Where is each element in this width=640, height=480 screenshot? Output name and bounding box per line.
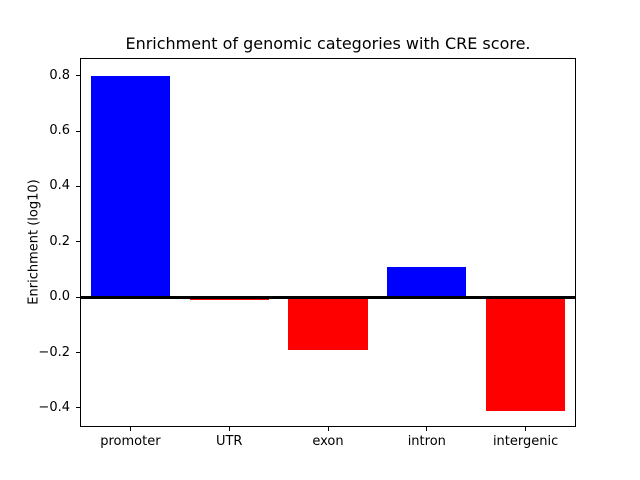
chart-title: Enrichment of genomic categories with CR… — [125, 34, 531, 53]
x-tick-label-UTR: UTR — [215, 434, 243, 449]
y-tick-mark — [76, 296, 80, 298]
zero-line — [81, 295, 575, 299]
y-tick-label: 0.4 — [49, 178, 70, 194]
bar-intron — [387, 266, 467, 298]
x-tick-mark — [525, 427, 527, 431]
y-tick-mark — [76, 352, 80, 354]
x-tick-label-exon: exon — [312, 434, 344, 449]
x-tick-label-intergenic: intergenic — [492, 434, 559, 449]
y-tick-mark — [76, 185, 80, 187]
plot-area — [80, 58, 576, 427]
bar-intergenic — [486, 297, 566, 411]
y-tick-label: 0.0 — [49, 289, 70, 305]
y-tick-mark — [76, 130, 80, 132]
y-tick-mark — [76, 241, 80, 243]
x-tick-label-intron: intron — [407, 434, 446, 449]
y-tick-mark — [76, 75, 80, 77]
x-tick-mark — [228, 427, 230, 431]
x-tick-label-promoter: promoter — [100, 434, 161, 449]
y-tick-label: 0.8 — [49, 67, 70, 83]
x-tick-mark — [327, 427, 329, 431]
x-tick-mark — [129, 427, 131, 431]
y-tick-label: 0.6 — [49, 123, 70, 138]
x-tick-mark — [426, 427, 428, 431]
y-tick-label: −0.2 — [38, 344, 70, 360]
y-tick-mark — [76, 407, 80, 409]
y-axis-label: Enrichment (log10) — [26, 179, 42, 305]
bar-exon — [288, 297, 368, 350]
y-tick-label: −0.4 — [38, 399, 70, 415]
bar-promoter — [90, 75, 170, 298]
y-tick-label: 0.2 — [49, 233, 70, 249]
